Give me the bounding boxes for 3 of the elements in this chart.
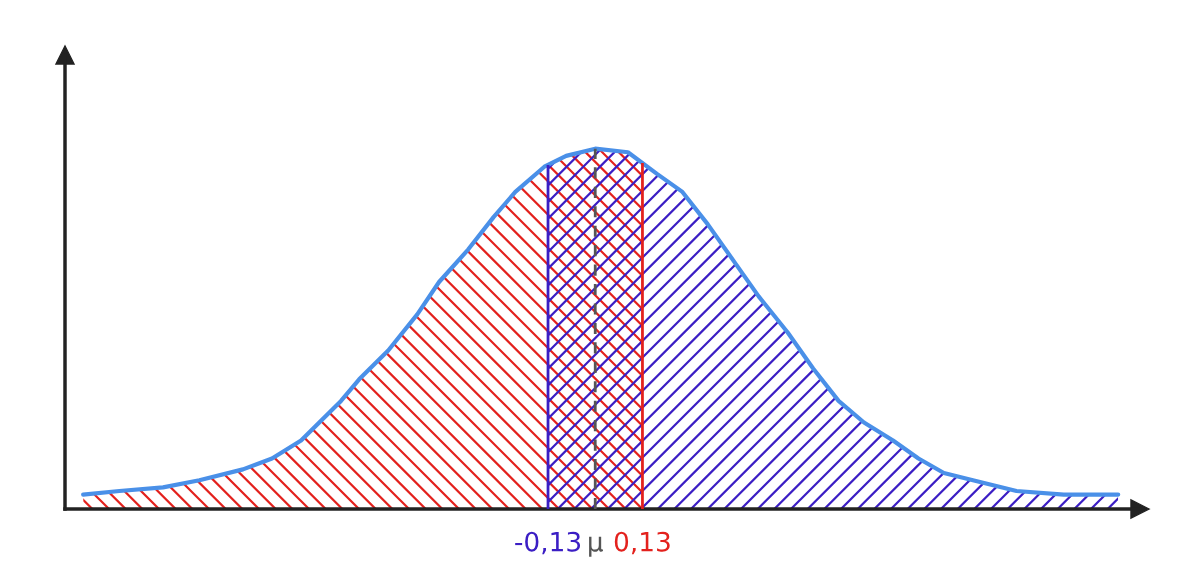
x-tick-label: -0,13 [515, 531, 581, 555]
x-tick-label: 0,13 [614, 531, 670, 555]
x-tick-label: μ [589, 536, 603, 557]
